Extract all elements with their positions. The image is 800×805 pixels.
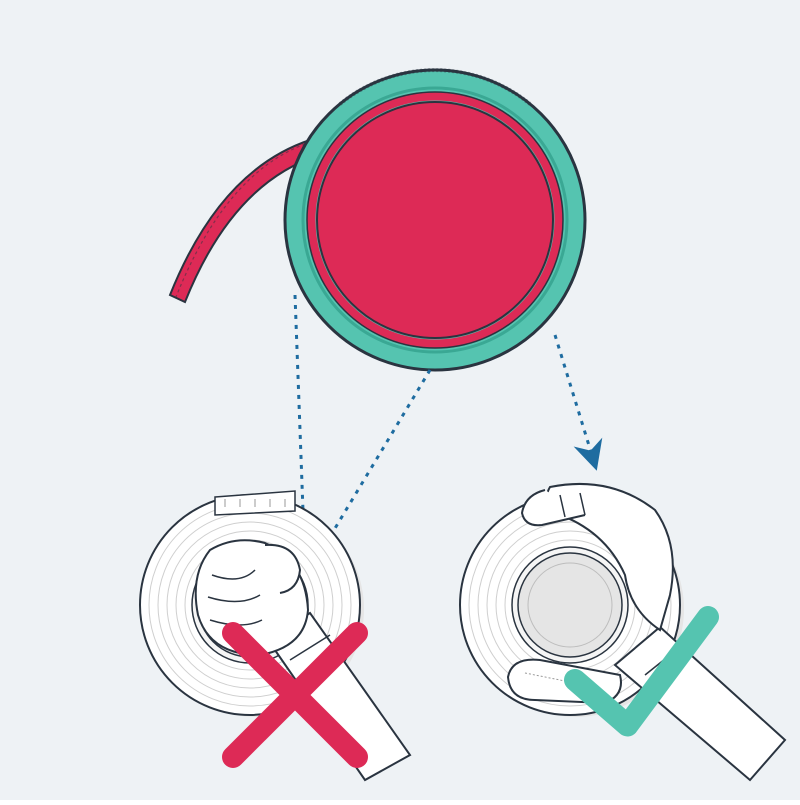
diagram-svg (0, 0, 800, 800)
roll-inner-disc (317, 102, 553, 338)
diagram-canvas (0, 0, 800, 800)
